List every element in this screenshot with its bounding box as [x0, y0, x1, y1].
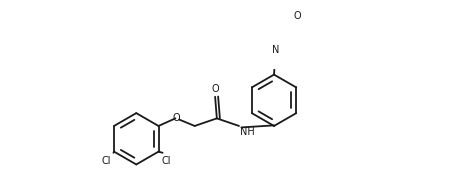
Text: O: O: [211, 84, 219, 94]
Text: Cl: Cl: [161, 156, 171, 166]
Text: N: N: [271, 45, 279, 55]
Text: O: O: [172, 113, 180, 123]
Text: Cl: Cl: [101, 156, 110, 166]
Text: O: O: [293, 11, 301, 21]
Text: NH: NH: [240, 127, 254, 137]
